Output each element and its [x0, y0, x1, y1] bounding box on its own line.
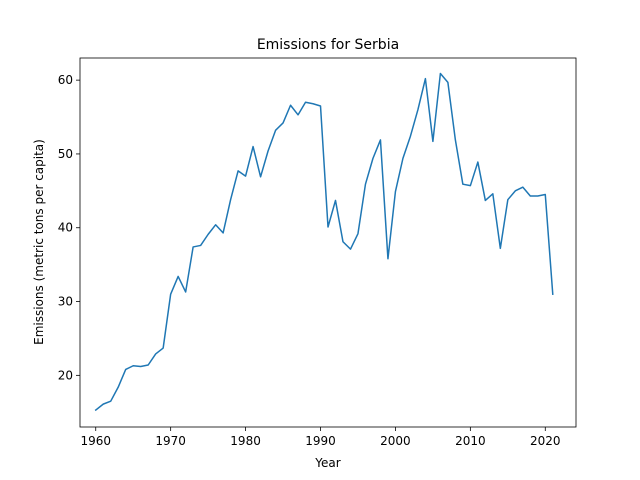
x-tick-label: 1990 [305, 434, 336, 448]
x-tick-label: 2000 [380, 434, 411, 448]
x-tick-label: 2010 [455, 434, 486, 448]
x-tick-label: 1970 [155, 434, 186, 448]
x-tick-label: 1980 [230, 434, 261, 448]
axes-frame [79, 57, 577, 428]
y-tick-label: 50 [58, 147, 73, 161]
x-tick-label: 2020 [530, 434, 561, 448]
chart-title: Emissions for Serbia [257, 37, 399, 53]
y-tick-label: 60 [58, 73, 73, 87]
series-line-0 [94, 72, 554, 412]
y-tick-label: 30 [58, 295, 73, 309]
x-axis-title: Year [314, 456, 340, 470]
y-tick-label: 20 [58, 368, 73, 382]
y-tick-label: 40 [58, 221, 73, 235]
y-axis-title: Emissions (metric tons per capita) [32, 139, 46, 345]
x-tick-label: 1960 [80, 434, 111, 448]
